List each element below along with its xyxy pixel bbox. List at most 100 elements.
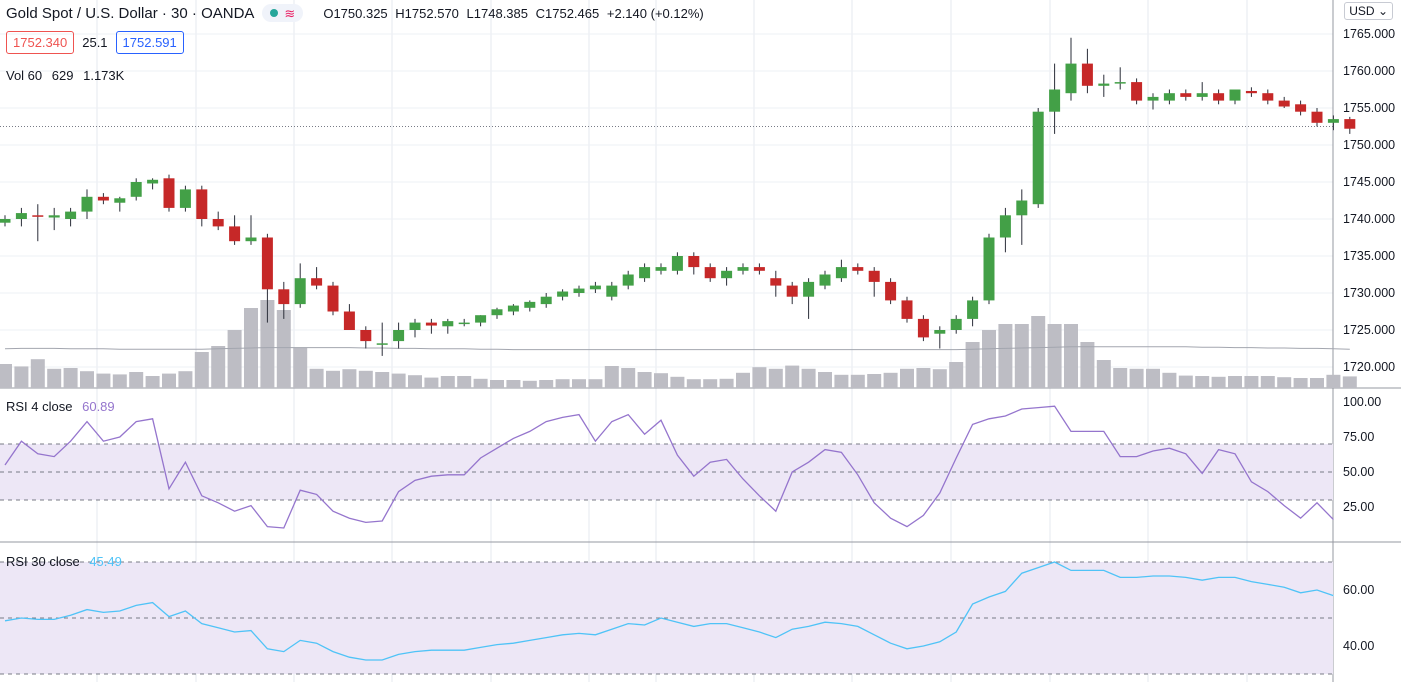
candle-body (147, 179, 159, 184)
price-tick-label: 1730.000 (1343, 286, 1395, 300)
candle-body (294, 278, 306, 305)
price-tick-label: 1760.000 (1343, 64, 1395, 78)
volume-bar (1080, 342, 1095, 388)
candle-body (81, 196, 93, 212)
candle-body (770, 278, 782, 286)
volume-bar (30, 359, 45, 388)
candle-body (376, 343, 388, 345)
volume-bar (473, 378, 488, 388)
candle-body (311, 278, 323, 286)
volume-bar (211, 346, 226, 388)
price-tick-label: 1735.000 (1343, 249, 1395, 263)
candle-body (934, 330, 946, 334)
volume-bar (654, 373, 668, 388)
volume-bar (1260, 376, 1275, 388)
volume-ma-line (4, 346, 1350, 351)
candle-body (671, 256, 683, 271)
volume-bar (457, 376, 472, 388)
spread-value: 25.1 (82, 35, 108, 50)
candlesticks (0, 37, 1356, 356)
candle-body (885, 281, 897, 301)
volume-bar (1342, 376, 1357, 388)
candle-body (540, 296, 552, 305)
candle-body (261, 237, 273, 290)
change-value: +2.140 (+0.12%) (606, 5, 704, 21)
candle-body (1344, 119, 1356, 129)
currency-selector[interactable]: USD ⌄ (1344, 2, 1393, 20)
volume-bar (342, 369, 357, 388)
rsi30-label[interactable]: RSI 30 close (6, 554, 80, 569)
volume-bar (932, 369, 947, 388)
volume-bar (736, 372, 750, 388)
candle-body (130, 182, 142, 197)
volume-bar (982, 330, 996, 388)
volume-bar (178, 371, 193, 388)
rsi4-polyline (4, 405, 1334, 529)
candle-body (1114, 82, 1126, 84)
rsi30-tick-label: 40.00 (1343, 639, 1374, 653)
rsi4-tick-label: 25.00 (1343, 500, 1374, 514)
candle-body (1295, 104, 1307, 112)
price-tick-label: 1755.000 (1343, 101, 1395, 115)
candle-body (15, 213, 27, 219)
volume-bar (637, 372, 652, 388)
volume-bar (850, 374, 865, 388)
volume-bar (1228, 376, 1242, 388)
volume-bar (703, 379, 718, 388)
sell-button[interactable]: 1752.340 (6, 31, 75, 54)
low-value: L1748.385 (466, 5, 528, 21)
volume-ma-polyline (4, 346, 1350, 351)
candle-body (622, 274, 634, 286)
candle-body (409, 322, 421, 330)
candle-body (97, 196, 109, 201)
candle-body (1196, 93, 1208, 97)
price-axis: 1765.000 1760.000 1755.000 1750.000 1745.000… (1343, 27, 1395, 653)
candle-body (1081, 63, 1093, 86)
rsi4-label[interactable]: RSI 4 close (6, 399, 73, 414)
candle-body (803, 281, 815, 297)
candle-body (868, 270, 880, 282)
volume-bar (555, 379, 570, 388)
symbol-title[interactable]: Gold Spot / U.S. Dollar · 30 · OANDA (6, 4, 255, 22)
candle-body (0, 219, 11, 223)
price-tick-label: 1725.000 (1343, 323, 1395, 337)
market-open-icon (270, 9, 279, 17)
volume-bar (424, 377, 439, 388)
buy-button[interactable]: 1752.591 (115, 31, 184, 54)
rsi4-value: 60.89 (82, 399, 115, 414)
candle-body (278, 289, 290, 305)
candle-body (32, 215, 44, 217)
candle-body (491, 309, 503, 316)
volume-bar (358, 370, 373, 388)
bid-ask-panel: 1752.340 25.1 1752.591 (6, 31, 184, 54)
volume-value: 629 (51, 68, 74, 83)
volume-bar (1129, 368, 1144, 388)
candle-body (65, 211, 77, 219)
candle-body (1213, 93, 1225, 101)
volume-bar (490, 380, 504, 388)
price-tick-label: 1740.000 (1343, 212, 1395, 226)
candle-body (163, 178, 175, 208)
candle-body (852, 267, 864, 271)
volume-bar (326, 370, 340, 388)
rsi30-legend: RSI 30 close 45.49 (6, 554, 122, 569)
candle-body (983, 237, 995, 301)
candle-body (1245, 90, 1257, 94)
candle-body (114, 198, 126, 203)
volume-ma-value: 1.173K (83, 68, 125, 83)
volume-bar (194, 352, 209, 388)
volume-bar (1014, 324, 1029, 388)
rsi4-tick-label: 100.00 (1343, 395, 1381, 409)
candle-body (48, 215, 60, 218)
candle-body (1098, 83, 1110, 86)
candle-body (1327, 119, 1339, 123)
candle-body (639, 267, 651, 279)
candle-body (1147, 96, 1159, 101)
candle-body (917, 318, 929, 338)
volume-label[interactable]: Vol 60 (6, 68, 43, 83)
candle-body (327, 285, 339, 312)
market-status[interactable]: ≋ (262, 4, 304, 22)
wave-icon: ≋ (284, 5, 296, 21)
volume-bar (506, 380, 521, 388)
